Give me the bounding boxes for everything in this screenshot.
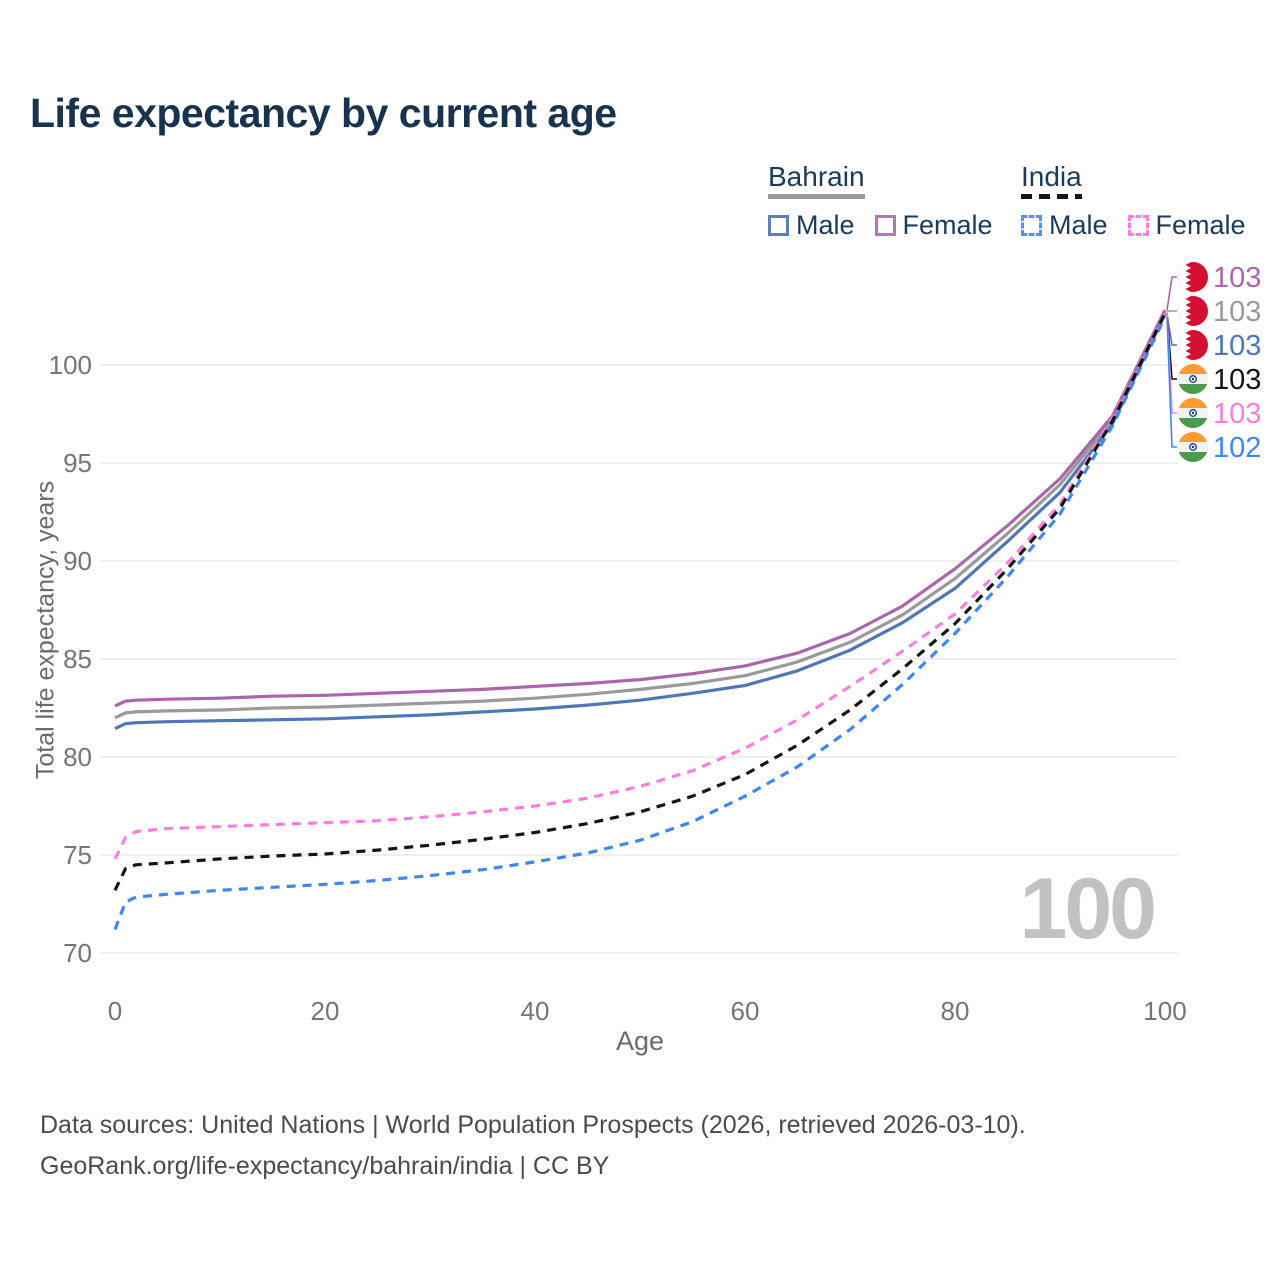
- y-tick-85: 85: [63, 644, 92, 674]
- x-tick-20: 20: [311, 996, 340, 1026]
- series-line-bahrain[interactable]: [114, 310, 1167, 720]
- leader-line-india-male: [1166, 316, 1177, 448]
- leader-line-bahrain-female: [1166, 276, 1177, 311]
- x-tick-0: 0: [108, 996, 122, 1026]
- x-tick-80: 80: [941, 996, 970, 1026]
- end-value-bahrain: 103: [1213, 296, 1261, 328]
- legend-label-india-male[interactable]: Male: [1049, 210, 1108, 240]
- x-tick-40: 40: [521, 996, 550, 1026]
- flag-india-icon: [1178, 398, 1208, 428]
- legend-items-bahrain: Male Female: [768, 210, 1013, 241]
- legend-underline-india-dashed: [1021, 194, 1082, 199]
- y-tick-75: 75: [63, 840, 92, 870]
- leader-line-bahrain-male: [1166, 313, 1177, 346]
- series-line-bahrain-female[interactable]: [114, 309, 1167, 708]
- series-line-india-male[interactable]: [113, 316, 1167, 931]
- legend-label-bahrain-female[interactable]: Female: [902, 210, 993, 240]
- legend-header-india-label: India: [1021, 161, 1082, 192]
- y-tick-70: 70: [63, 938, 92, 968]
- legend-group-india: India Male Female: [1021, 162, 1266, 241]
- legend-header-bahrain[interactable]: Bahrain: [768, 162, 865, 199]
- end-value-india: 103: [1213, 364, 1261, 396]
- y-axis-title: Total life expectancy, years: [31, 480, 60, 780]
- flag-bahrain-icon: [1178, 262, 1208, 292]
- legend-swatch-india-male[interactable]: [1021, 215, 1042, 236]
- end-value-bahrain-male: 103: [1213, 330, 1261, 362]
- page-title: Life expectancy by current age: [30, 90, 617, 136]
- end-value-india-male: 102: [1213, 432, 1261, 464]
- legend-label-india-female[interactable]: Female: [1155, 210, 1246, 240]
- flag-india-icon: [1178, 364, 1208, 394]
- series-line-india[interactable]: [113, 312, 1167, 891]
- legend-header-bahrain-label: Bahrain: [768, 161, 865, 192]
- series-line-bahrain-male[interactable]: [114, 313, 1167, 731]
- x-tick-60: 60: [731, 996, 760, 1026]
- end-value-india-female: 103: [1213, 398, 1261, 430]
- x-axis-title: Age: [615, 1026, 665, 1056]
- y-tick-80: 80: [63, 742, 92, 772]
- flag-bahrain-icon: [1178, 296, 1208, 326]
- series-line-india-female[interactable]: [113, 311, 1167, 860]
- legend-underline-bahrain-solid: [768, 194, 865, 199]
- legend-swatch-bahrain-male[interactable]: [768, 215, 789, 236]
- legend-swatch-india-female[interactable]: [1127, 215, 1149, 236]
- legend-label-bahrain-male[interactable]: Male: [796, 210, 855, 240]
- legend-group-bahrain: Bahrain Male Female: [768, 162, 1013, 241]
- y-tick-90: 90: [63, 546, 92, 576]
- flag-india-icon: [1178, 432, 1208, 462]
- legend-header-india[interactable]: India: [1021, 162, 1082, 199]
- footer-data-sources: Data sources: United Nations | World Pop…: [40, 1111, 1026, 1139]
- age-watermark: 100: [1019, 861, 1158, 957]
- x-tick-100: 100: [1143, 996, 1186, 1026]
- y-tick-100: 100: [49, 350, 92, 380]
- footer: Data sources: United Nations | World Pop…: [40, 1105, 1026, 1187]
- flag-bahrain-icon: [1178, 330, 1208, 360]
- legend-items-india: Male Female: [1021, 210, 1266, 241]
- footer-attribution: GeoRank.org/life-expectancy/bahrain/indi…: [40, 1152, 610, 1180]
- end-value-bahrain-female: 103: [1213, 262, 1261, 294]
- y-tick-95: 95: [63, 448, 92, 478]
- legend-swatch-bahrain-female[interactable]: [874, 215, 896, 236]
